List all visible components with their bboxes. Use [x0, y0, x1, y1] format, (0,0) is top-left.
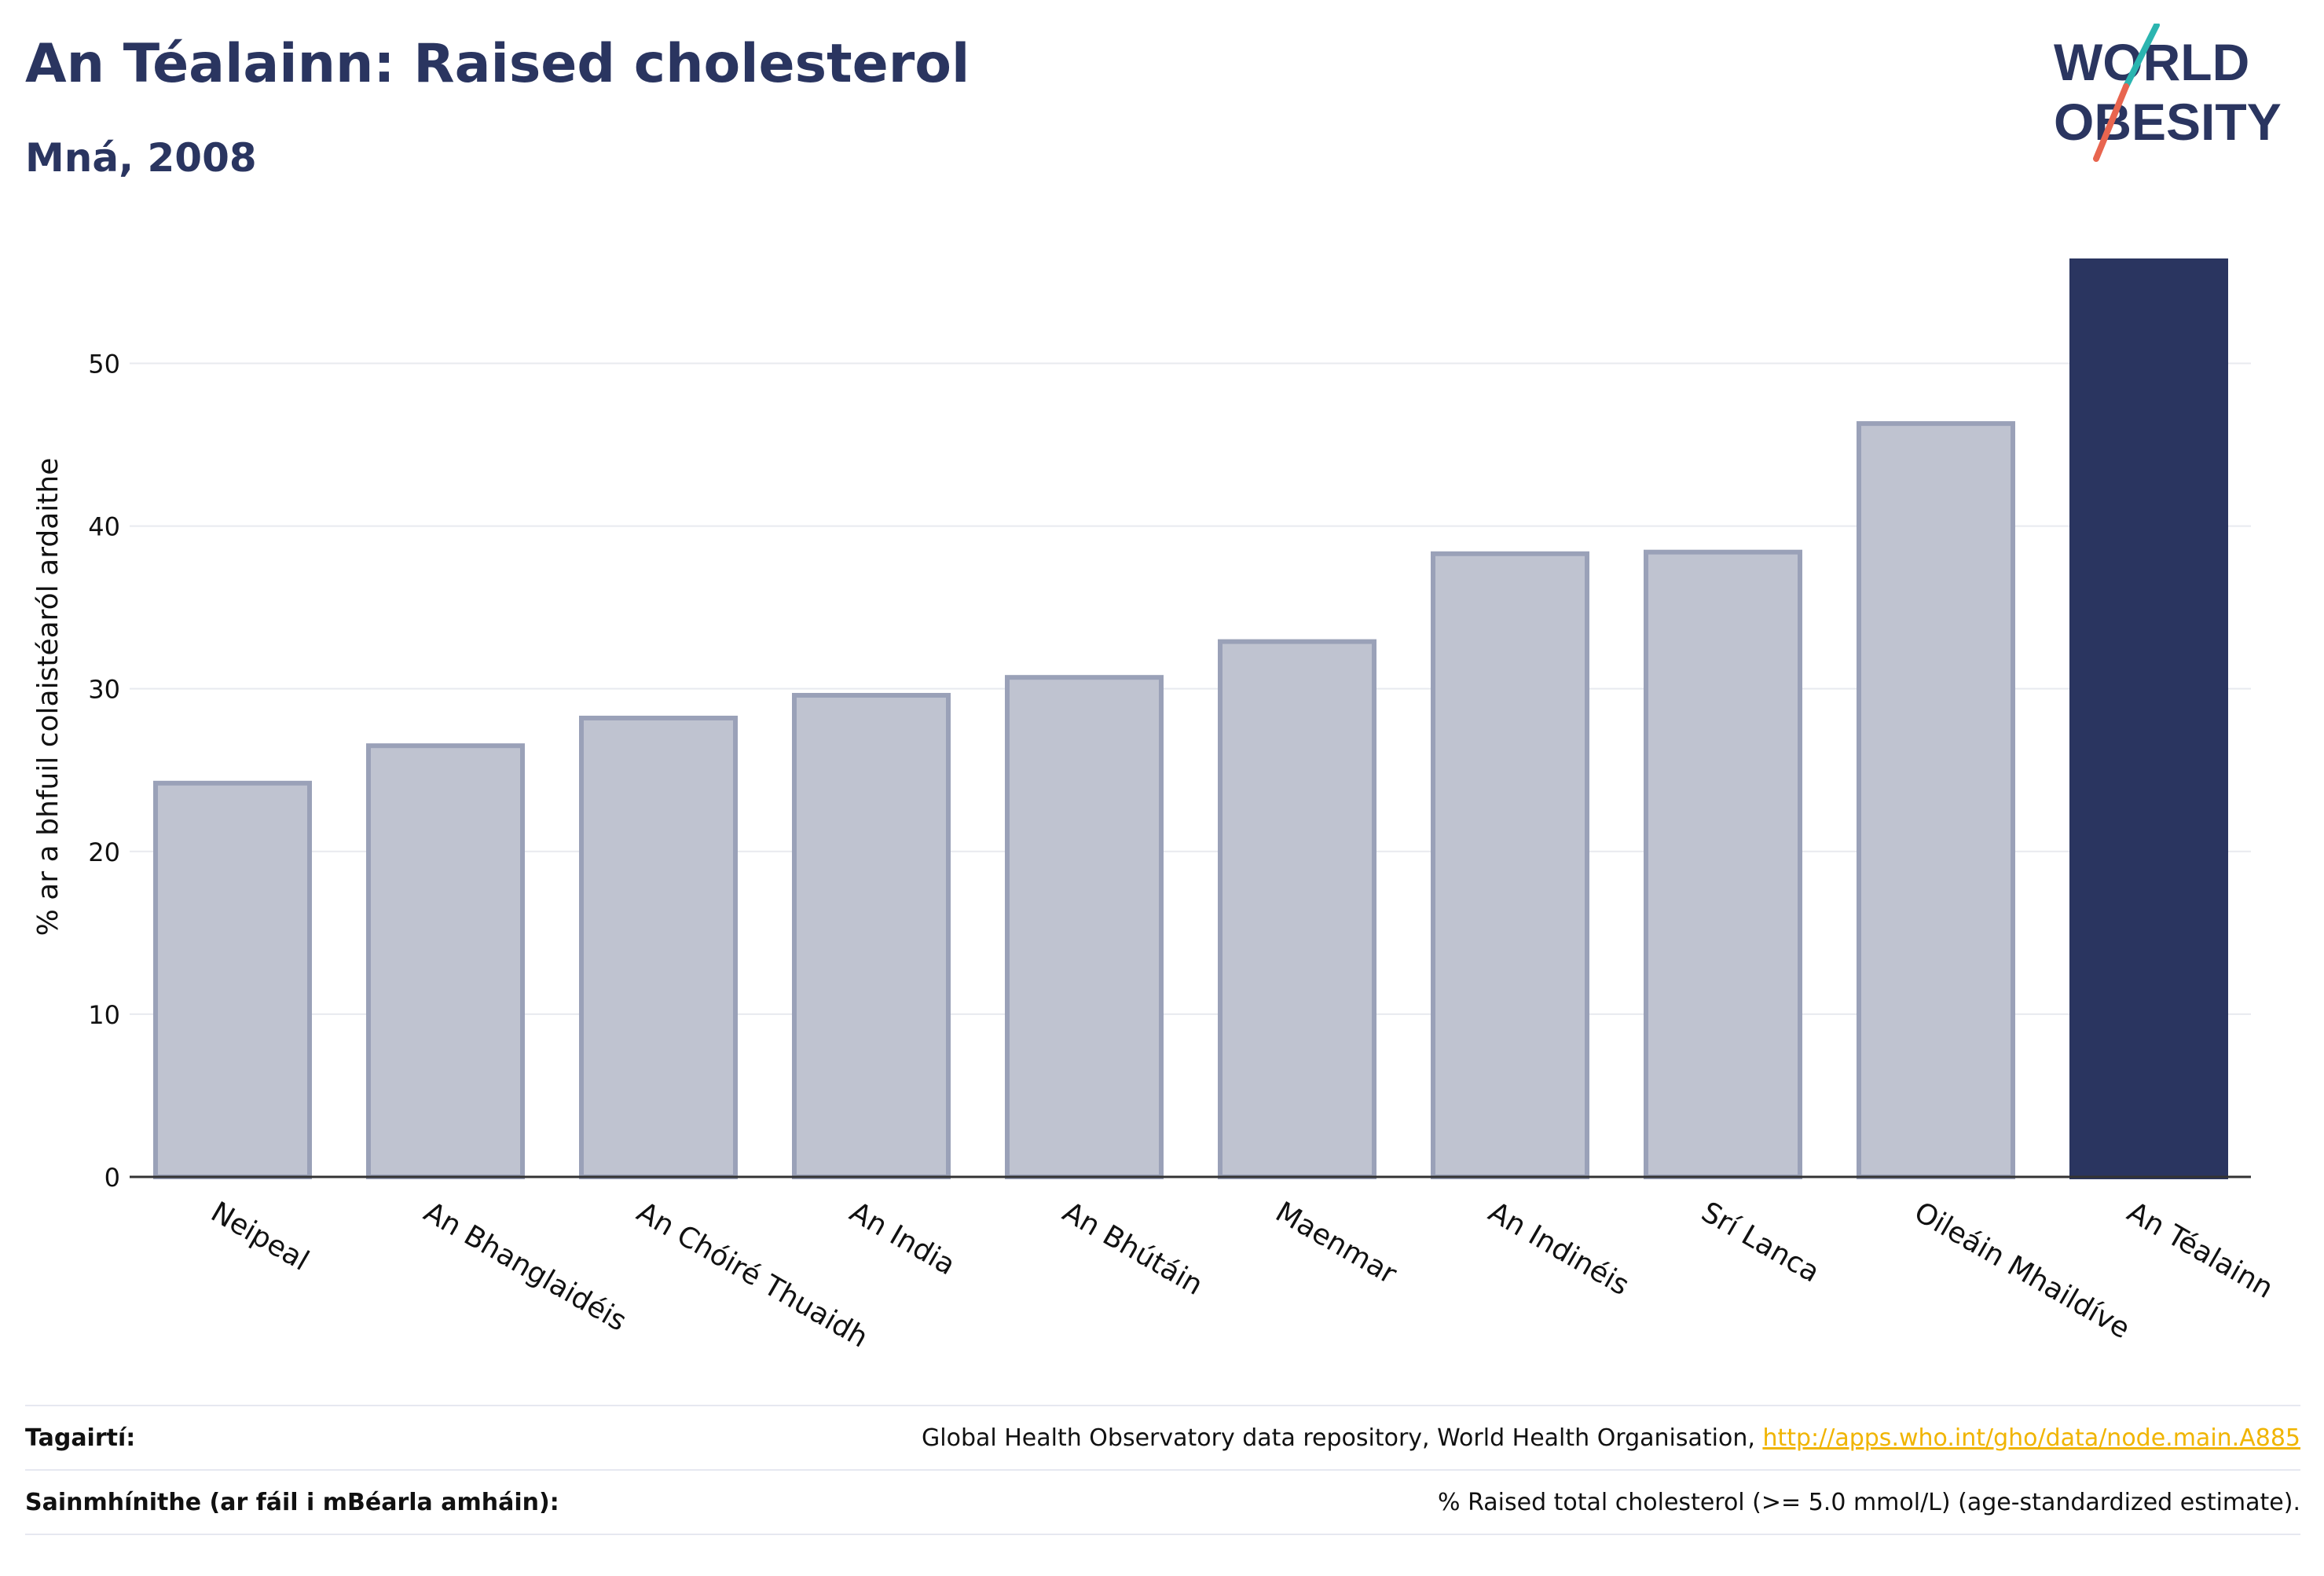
bar-1: [366, 743, 525, 1179]
bar-7: [1644, 549, 1802, 1179]
y-axis-label: % ar a bhfuil colaistéaról ardaithe: [32, 458, 64, 936]
x-tick-label: An Indinéis: [1483, 1196, 1635, 1302]
y-tick-label: 40: [88, 512, 120, 542]
definitions-row: Sainmhínithe (ar fáil i mBéarla amháin):…: [25, 1469, 2300, 1534]
x-tick-label: An Bhútáin: [1058, 1196, 1208, 1302]
y-tick-label: 0: [104, 1163, 120, 1193]
x-tick-label: An Bhanglaidéis: [419, 1196, 632, 1337]
x-tick-label: An India: [845, 1196, 961, 1281]
bar-3: [792, 692, 951, 1179]
chart-subtitle: Mná, 2008: [25, 135, 257, 181]
bar-6: [1431, 551, 1589, 1179]
footer-divider: [25, 1534, 2300, 1535]
logo-slash-teal: [2123, 24, 2160, 90]
y-tick-label: 30: [88, 675, 120, 705]
x-tick-label: An Téalainn: [2122, 1196, 2278, 1305]
world-obesity-logo: WORLD OBESITY: [2054, 24, 2282, 162]
bar-chart: 0 10 20 30 40 50 Neipeal An Bhanglaidéis An Chói…: [32, 258, 2278, 1354]
x-tick-label: An Chóiré Thuaidh: [632, 1196, 874, 1354]
references-label: Tagairtí:: [25, 1424, 136, 1452]
bar-8: [1857, 421, 2015, 1179]
bars: [153, 258, 2228, 1179]
references-row: Tagairtí: Global Health Observatory data…: [25, 1405, 2300, 1469]
references-link[interactable]: http://apps.who.int/gho/data/node.main.A…: [1762, 1424, 2300, 1452]
x-tick-label: Oileáin Mhaildíve: [1909, 1196, 2135, 1345]
x-tick-label: Neipeal: [206, 1196, 314, 1277]
references-text: Global Health Observatory data repositor…: [922, 1424, 1763, 1452]
bar-9: [2069, 258, 2228, 1179]
bar-4: [1005, 675, 1164, 1179]
definitions-text: % Raised total cholesterol (>= 5.0 mmol/…: [1438, 1488, 2300, 1516]
chart-title: An Téalainn: Raised cholesterol: [25, 33, 970, 95]
bar-0: [153, 780, 312, 1179]
bar-2: [579, 715, 738, 1179]
logo-slash-red: [2093, 83, 2129, 162]
bar-5: [1218, 639, 1376, 1179]
y-tick-label: 20: [88, 837, 120, 867]
definitions-label: Sainmhínithe (ar fáil i mBéarla amháin):: [25, 1488, 559, 1516]
y-tick-label: 50: [88, 349, 120, 379]
logo-line-1: WORLD: [2054, 33, 2249, 91]
references-value: Global Health Observatory data repositor…: [922, 1424, 2300, 1452]
x-tick-label: Srí Lanca: [1696, 1196, 1825, 1288]
x-tick-label: Maenmar: [1270, 1196, 1402, 1291]
logo-line-2: OBESITY: [2054, 93, 2282, 151]
y-tick-label: 10: [88, 1000, 120, 1030]
